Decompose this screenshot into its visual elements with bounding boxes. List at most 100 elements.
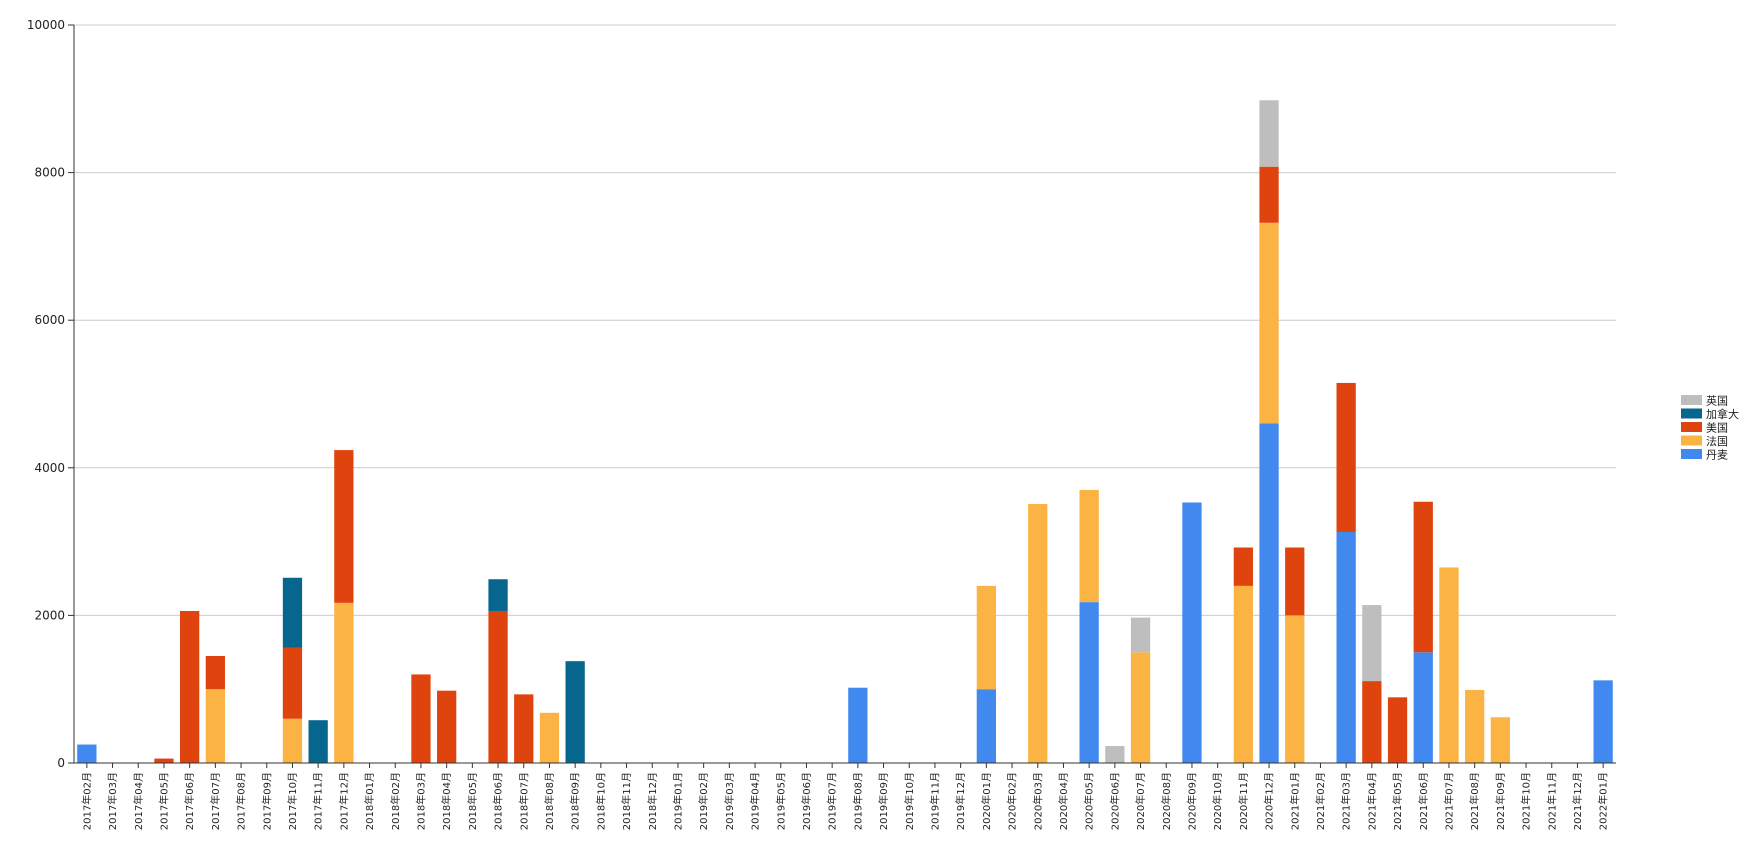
x-tick-label: 2018年01月 <box>363 772 376 830</box>
gridlines <box>74 24 1616 616</box>
bar-segment <box>1259 166 1279 223</box>
legend-label: 法国 <box>1706 434 1728 448</box>
x-tick-label: 2017年09月 <box>260 772 273 830</box>
x-tick-label: 2018年05月 <box>466 772 479 830</box>
x-tick-label: 2017年11月 <box>312 772 325 830</box>
bar-segment <box>539 712 560 763</box>
legend-label: 美国 <box>1706 422 1728 435</box>
y-tick-label: 8000 <box>34 166 65 180</box>
bar-segment <box>1413 501 1433 653</box>
x-tick-label: 2018年10月 <box>594 772 607 830</box>
bar-segment <box>437 690 457 763</box>
x-tick-label: 2017年12月 <box>337 772 350 830</box>
x-tick-label: 2018年04月 <box>440 772 453 830</box>
bar-segment <box>488 610 508 763</box>
legend-label: 加拿大 <box>1706 407 1739 421</box>
x-tick-label: 2019年09月 <box>877 772 890 830</box>
bar-segment <box>334 450 354 603</box>
bar-segment <box>1439 567 1459 763</box>
x-tick-label: 2021年01月 <box>1288 772 1301 830</box>
bar-segment <box>1079 602 1099 763</box>
bar-segment <box>308 720 328 763</box>
x-tick-label: 2019年08月 <box>851 772 864 830</box>
x-tick-label: 2017年02月 <box>80 772 93 830</box>
x-tick-label: 2020年03月 <box>1031 772 1044 830</box>
x-tick-label: 2017年03月 <box>106 772 119 830</box>
x-tick-label: 2019年12月 <box>954 772 967 830</box>
x-tick-label: 2021年07月 <box>1442 772 1455 830</box>
bar-segment <box>1259 222 1279 424</box>
bar-segment <box>1413 652 1433 763</box>
x-tick-label: 2021年12月 <box>1571 772 1584 830</box>
legend-label: 丹麦 <box>1706 449 1728 462</box>
bar-segment <box>1233 547 1253 586</box>
bar-segment <box>1130 652 1151 763</box>
x-tick-label: 2020年01月 <box>980 772 993 830</box>
bar-segment <box>1387 697 1408 763</box>
bar-segment <box>1465 689 1485 763</box>
x-tick-label: 2017年06月 <box>183 772 196 830</box>
bar-segment <box>1285 615 1305 763</box>
x-axis: 2017年02月 2017年03月 2017年04月 2017年05月 2017年06月… <box>74 762 1616 830</box>
x-tick-label: 2020年07月 <box>1134 772 1147 830</box>
x-tick-label: 2021年04月 <box>1365 772 1378 830</box>
bar-segment <box>282 718 303 763</box>
bar-segment <box>205 655 225 690</box>
legend-swatch <box>1681 449 1702 459</box>
x-tick-label: 2022年01月 <box>1597 772 1610 830</box>
bar-segment <box>334 602 354 763</box>
x-tick-label: 2021年08月 <box>1468 772 1481 830</box>
y-axis: 0 2000 4000 6000 8000 10000 <box>27 18 75 770</box>
x-tick-label: 2018年08月 <box>543 772 556 830</box>
y-tick-label: 4000 <box>34 461 65 475</box>
bar-segment <box>1336 382 1356 533</box>
bar-segment <box>1105 746 1125 763</box>
bar-segment <box>976 689 996 763</box>
x-tick-label: 2018年07月 <box>517 772 530 830</box>
bar-segment <box>411 674 431 763</box>
x-tick-label: 2018年06月 <box>492 772 505 830</box>
bar-segment <box>1130 617 1151 653</box>
x-tick-label: 2019年10月 <box>903 772 916 830</box>
bar-segment <box>1259 100 1279 167</box>
x-tick-label: 2020年10月 <box>1211 772 1224 830</box>
bar-segment <box>1336 532 1356 763</box>
legend-label: 英国 <box>1706 394 1728 408</box>
y-tick-label: 2000 <box>34 608 65 622</box>
bar-segment <box>1028 503 1048 763</box>
x-tick-label: 2019年04月 <box>749 772 762 830</box>
bar-segment <box>514 694 534 763</box>
bar-segment <box>1182 502 1202 763</box>
x-tick-label: 2019年06月 <box>800 772 813 830</box>
bar-segment <box>282 577 303 648</box>
bar-segment <box>1593 680 1613 763</box>
x-tick-label: 2021年03月 <box>1340 772 1353 830</box>
x-tick-label: 2019年05月 <box>774 772 787 830</box>
bar-segment <box>976 585 996 690</box>
bar-segment <box>848 687 868 763</box>
x-tick-label: 2020年02月 <box>1006 772 1019 830</box>
x-tick-label: 2019年02月 <box>697 772 710 830</box>
x-tick-label: 2019年01月 <box>671 772 684 830</box>
bar-segment <box>1079 489 1099 603</box>
x-tick-label: 2020年09月 <box>1185 772 1198 830</box>
x-tick-label: 2021年05月 <box>1391 772 1404 830</box>
x-tick-label: 2019年07月 <box>826 772 839 830</box>
bar-segment <box>1259 423 1279 763</box>
bar-segment <box>282 647 303 719</box>
x-tick-label: 2021年02月 <box>1314 772 1327 830</box>
x-tick-label: 2020年06月 <box>1108 772 1121 830</box>
bar-segment <box>77 744 97 763</box>
bar-segment <box>205 689 225 763</box>
bar-segment <box>1285 547 1305 616</box>
x-tick-label: 2018年11月 <box>620 772 633 830</box>
bar-segment <box>488 579 508 611</box>
bar-segment <box>1362 681 1382 763</box>
x-tick-label: 2017年04月 <box>132 772 145 830</box>
x-tick-label: 2021年09月 <box>1494 772 1507 830</box>
x-tick-label: 2017年08月 <box>235 772 248 830</box>
x-tick-label: 2017年05月 <box>157 772 170 830</box>
x-tick-label: 2020年11月 <box>1237 772 1250 830</box>
